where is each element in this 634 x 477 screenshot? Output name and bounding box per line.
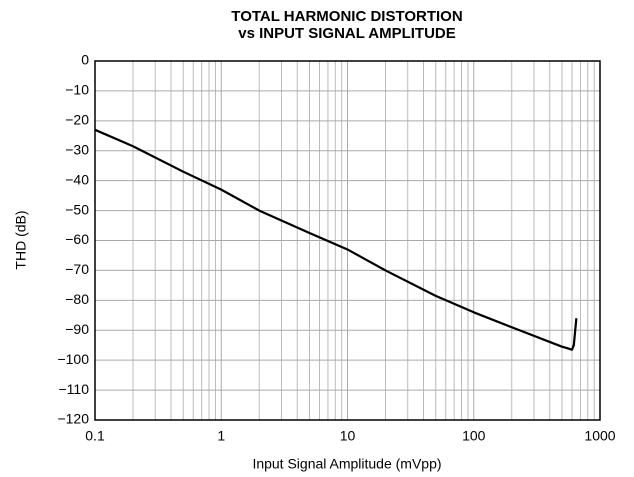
y-tick-label: −20 bbox=[65, 112, 89, 128]
y-tick-label: −60 bbox=[65, 231, 89, 247]
y-tick-label: −80 bbox=[65, 291, 89, 307]
x-tick-label: 1000 bbox=[584, 428, 615, 444]
x-tick-label: 0.1 bbox=[85, 428, 105, 444]
y-axis-label: THD (dB) bbox=[13, 210, 29, 269]
x-tick-label: 10 bbox=[340, 428, 356, 444]
y-tick-label: −110 bbox=[59, 381, 90, 397]
y-tick-label: −120 bbox=[57, 411, 89, 427]
y-tick-label: −70 bbox=[65, 261, 89, 277]
plot-frame bbox=[94, 60, 601, 421]
y-tick-label: −50 bbox=[65, 201, 89, 217]
x-axis-label: Input Signal Amplitude (mVpp) bbox=[252, 456, 441, 472]
y-tick-label: −100 bbox=[57, 351, 89, 367]
chart-subtitle: vs INPUT SIGNAL AMPLITUDE bbox=[238, 25, 456, 42]
x-tick-label: 1 bbox=[217, 428, 225, 444]
data-line bbox=[94, 128, 578, 351]
chart-title: TOTAL HARMONIC DISTORTION bbox=[231, 8, 462, 25]
y-tick-label: −10 bbox=[65, 82, 89, 98]
y-tick-label: −40 bbox=[65, 171, 89, 187]
y-tick-label: −30 bbox=[65, 141, 89, 157]
y-tick-label: −90 bbox=[65, 321, 89, 337]
x-tick-label: 100 bbox=[462, 428, 486, 444]
y-tick-label: 0 bbox=[81, 52, 89, 68]
